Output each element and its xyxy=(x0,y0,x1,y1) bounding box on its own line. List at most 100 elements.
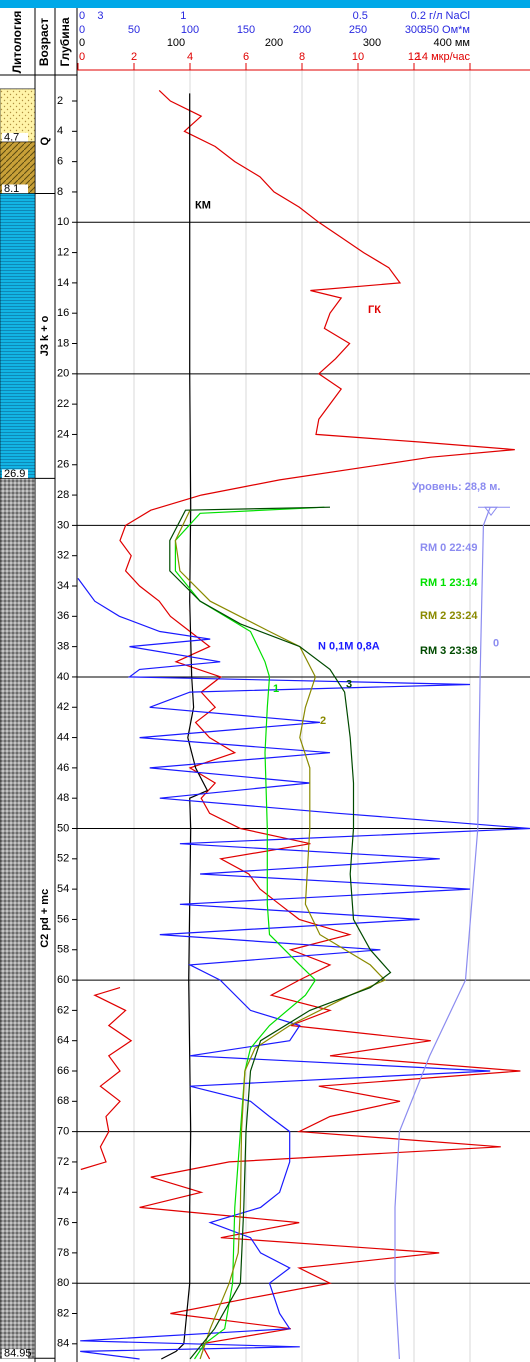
curve-name: RM 2 23:24 xyxy=(420,610,478,622)
depth-label: 38 xyxy=(57,641,69,653)
curve xyxy=(77,578,530,1360)
curve-number: 0 xyxy=(493,638,499,650)
scale-label: 0 xyxy=(79,10,85,22)
curve-name: ГК xyxy=(368,304,381,316)
age-label: Q xyxy=(39,136,51,145)
scale-label: 150 xyxy=(237,24,255,36)
depth-label: 6 xyxy=(57,156,63,168)
lithology-layer xyxy=(0,193,36,479)
scale-label: 4 xyxy=(187,51,193,63)
curve-name: RM 1 23:14 xyxy=(420,577,478,589)
depth-label: 40 xyxy=(57,671,69,683)
depth-label: 2 xyxy=(57,95,63,107)
depth-label: 46 xyxy=(57,762,69,774)
age-label: C2 pd + mc xyxy=(39,889,51,948)
scale-label: 0 xyxy=(79,24,85,36)
boundary-depth: 8.1 xyxy=(4,183,19,195)
depth-label: 72 xyxy=(57,1156,69,1168)
depth-label: 36 xyxy=(57,610,69,622)
depth-label: 24 xyxy=(57,428,69,440)
depth-label: 74 xyxy=(57,1186,69,1198)
curve-name: RM 0 22:49 xyxy=(420,542,477,554)
boundary-depth: 4.7 xyxy=(4,131,19,143)
depth-label: 66 xyxy=(57,1065,69,1077)
depth-label: 16 xyxy=(57,307,69,319)
depth-label: 32 xyxy=(57,550,69,562)
column-header: Литология xyxy=(10,11,24,74)
depth-label: 48 xyxy=(57,792,69,804)
scale-label: 14 мкр/час xyxy=(416,51,471,63)
depth-label: 34 xyxy=(57,580,69,592)
depth-label: 70 xyxy=(57,1126,69,1138)
depth-label: 56 xyxy=(57,913,69,925)
curve-name: RM 3 23:38 xyxy=(420,645,477,657)
curve xyxy=(80,89,521,1360)
scale-label: 100 xyxy=(167,37,185,49)
scale-label: 0 xyxy=(79,51,85,63)
scale-label: 3 xyxy=(97,10,103,22)
curve-name: КМ xyxy=(195,199,211,211)
column-header: Глубина xyxy=(58,17,72,66)
boundary-depth: 84.95 xyxy=(4,1348,32,1360)
depth-label: 80 xyxy=(57,1277,69,1289)
depth-label: 8 xyxy=(57,186,63,198)
depth-label: 12 xyxy=(57,246,69,258)
scale-label: 8 xyxy=(299,51,305,63)
depth-label: 30 xyxy=(57,519,69,531)
depth-label: 4 xyxy=(57,125,63,137)
depth-label: 44 xyxy=(57,731,69,743)
depth-label: 10 xyxy=(57,216,69,228)
depth-label-bg xyxy=(2,184,28,194)
scale-label: 0.2 г/л NaCl xyxy=(411,10,470,22)
depth-label: 20 xyxy=(57,368,69,380)
depth-label: 82 xyxy=(57,1307,69,1319)
depth-label: 14 xyxy=(57,277,69,289)
depth-label: 60 xyxy=(57,974,69,986)
curve-name: N 0,1M 0,8A xyxy=(318,641,380,653)
depth-label-bg xyxy=(2,1349,28,1359)
depth-label: 78 xyxy=(57,1247,69,1259)
curve-number: 1 xyxy=(273,683,279,695)
scale-label: 0 xyxy=(79,37,85,49)
depth-label: 42 xyxy=(57,701,69,713)
depth-label: 28 xyxy=(57,489,69,501)
scale-label: 200 xyxy=(265,37,283,49)
depth-label: 26 xyxy=(57,459,69,471)
depth-label: 50 xyxy=(57,822,69,834)
depth-label: 18 xyxy=(57,337,69,349)
depth-label: 84 xyxy=(57,1338,69,1350)
water-level-label: Уровень: 28,8 м. xyxy=(412,481,500,493)
curve xyxy=(394,506,491,1360)
scale-label: 0.5 xyxy=(353,10,368,22)
scale-label: 300 xyxy=(405,24,423,36)
age-label: J3 k + o xyxy=(39,315,51,356)
scale-label: 250 xyxy=(349,24,367,36)
curve-number: 2 xyxy=(320,715,326,727)
scale-label: 300 xyxy=(363,37,381,49)
boundary-depth: 26.9 xyxy=(4,468,25,480)
scale-label: 10 xyxy=(352,51,364,63)
depth-label: 54 xyxy=(57,883,69,895)
depth-label: 52 xyxy=(57,853,69,865)
depth-label: 64 xyxy=(57,1035,69,1047)
scale-label: 350 Ом*м xyxy=(421,24,470,36)
depth-label: 68 xyxy=(57,1095,69,1107)
scale-label: 50 xyxy=(128,24,140,36)
lithology-layer xyxy=(0,478,36,1359)
scale-label: 1 xyxy=(180,10,186,22)
column-header: Возраст xyxy=(37,18,51,66)
water-level-marker xyxy=(484,506,498,517)
scale-label: 100 xyxy=(181,24,199,36)
depth-label: 58 xyxy=(57,944,69,956)
scale-label: 200 xyxy=(293,24,311,36)
scale-label: 12 xyxy=(408,51,420,63)
depth-label: 22 xyxy=(57,398,69,410)
scale-label: 400 мм xyxy=(433,37,470,49)
scale-label: 2 xyxy=(131,51,137,63)
top-bar xyxy=(0,0,530,8)
curve xyxy=(174,509,386,1360)
curve xyxy=(169,506,392,1360)
scale-label: 6 xyxy=(243,51,249,63)
depth-label: 62 xyxy=(57,1004,69,1016)
